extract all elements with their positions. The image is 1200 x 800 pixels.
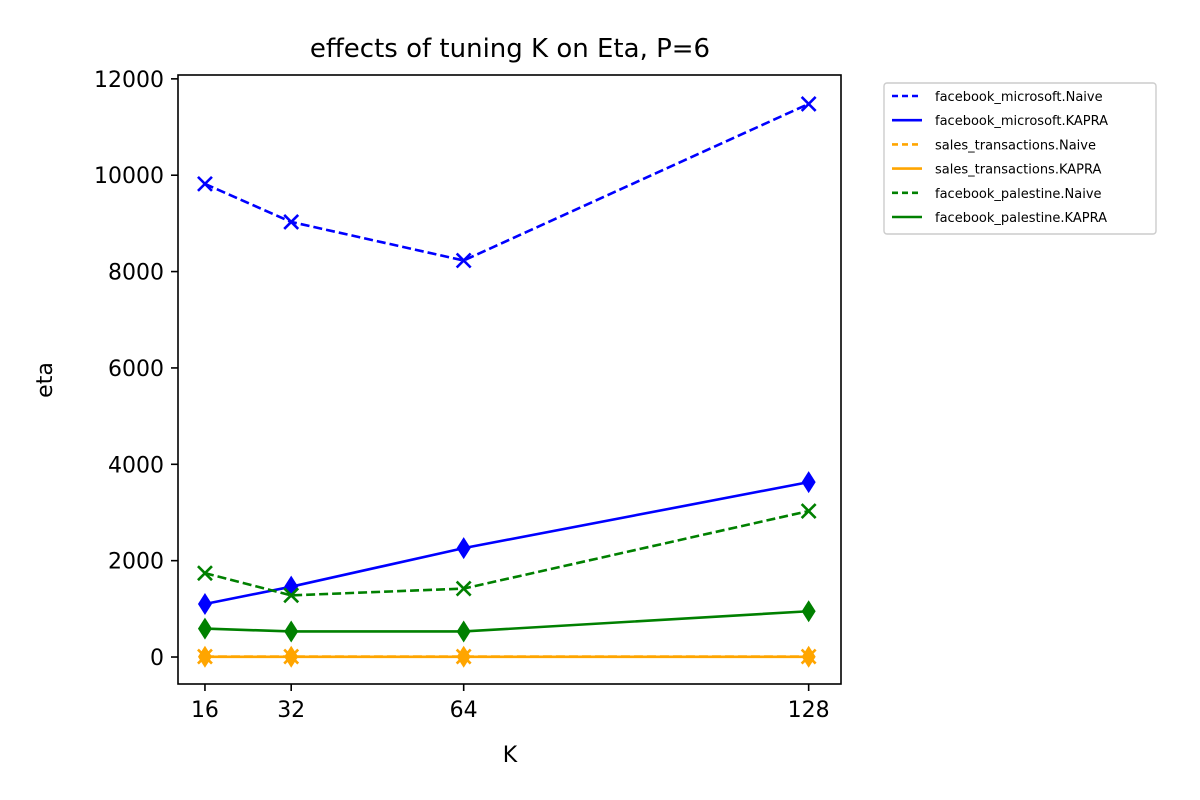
legend: facebook_microsoft.Naive facebook_microso… <box>883 82 1157 235</box>
data-point-diamond-marker <box>284 620 299 643</box>
data-point-x-marker <box>197 175 213 192</box>
y-axis: 0 2000 4000 6000 8000 10000 12000 <box>94 68 178 671</box>
legend-item: facebook_palestine.Naive <box>892 187 1102 202</box>
y-tick-label: 10000 <box>94 164 164 189</box>
data-point-diamond-marker <box>801 600 816 623</box>
x-tick-label: 128 <box>788 698 830 723</box>
y-tick-label: 8000 <box>108 261 164 286</box>
series-line <box>204 509 809 597</box>
data-point-diamond-marker <box>456 537 471 560</box>
series-facebook-microsoft-naive <box>197 95 817 269</box>
data-point-x-marker <box>455 580 472 597</box>
legend-label: sales_transactions.KAPRA <box>935 163 1101 178</box>
x-tick-label: 32 <box>277 698 305 723</box>
data-point-diamond-marker <box>197 617 212 640</box>
data-point-x-marker <box>197 565 213 582</box>
series-line <box>204 102 810 262</box>
data-point-diamond-marker <box>456 645 471 668</box>
x-tick-label: 16 <box>191 698 219 723</box>
y-tick-label: 4000 <box>108 453 164 478</box>
data-point-x-marker <box>455 252 472 269</box>
series-facebook-microsoft-kapra <box>197 471 816 616</box>
x-tick-label: 64 <box>450 698 478 723</box>
legend-item: sales_transactions.KAPRA <box>892 163 1101 178</box>
chart-title: effects of tuning K on Eta, P=6 <box>310 34 710 64</box>
data-point-x-marker <box>283 587 300 604</box>
legend-item: facebook_microsoft.Naive <box>892 90 1103 105</box>
legend-label: facebook_microsoft.KAPRA <box>935 114 1108 129</box>
series-facebook-palestine-kapra <box>197 600 816 643</box>
plot-frame <box>177 74 842 685</box>
y-tick-label: 0 <box>150 646 164 671</box>
data-point-diamond-marker <box>284 645 299 668</box>
data-point-x-marker <box>283 214 300 230</box>
data-point-diamond-marker <box>801 645 816 668</box>
legend-item: facebook_palestine.KAPRA <box>892 211 1107 226</box>
y-tick-label: 12000 <box>94 68 164 93</box>
series-facebook-palestine-naive <box>197 503 817 604</box>
legend-label: sales_transactions.Naive <box>935 138 1096 153</box>
plot-area <box>197 95 817 668</box>
data-point-x-marker <box>800 503 817 519</box>
legend-label: facebook_palestine.KAPRA <box>935 211 1107 226</box>
legend-box <box>883 82 1157 235</box>
series-line <box>204 480 809 606</box>
legend-label: facebook_microsoft.Naive <box>935 90 1103 105</box>
legend-item: facebook_microsoft.KAPRA <box>892 114 1108 129</box>
series-sales-transactions-kapra <box>197 645 816 668</box>
legend-label: facebook_palestine.Naive <box>935 187 1102 202</box>
y-axis-label: eta <box>33 362 58 398</box>
legend-item: sales_transactions.Naive <box>892 138 1096 153</box>
data-point-x-marker <box>800 95 817 112</box>
y-tick-label: 6000 <box>108 357 164 382</box>
data-point-diamond-marker <box>197 593 212 616</box>
data-point-diamond-marker <box>197 645 212 668</box>
data-point-diamond-marker <box>801 471 816 494</box>
data-point-diamond-marker <box>456 620 471 643</box>
x-axis: 16 32 64 128 <box>191 684 830 723</box>
x-axis-label: K <box>503 743 518 768</box>
series-line <box>204 609 809 633</box>
y-tick-label: 2000 <box>108 550 164 575</box>
